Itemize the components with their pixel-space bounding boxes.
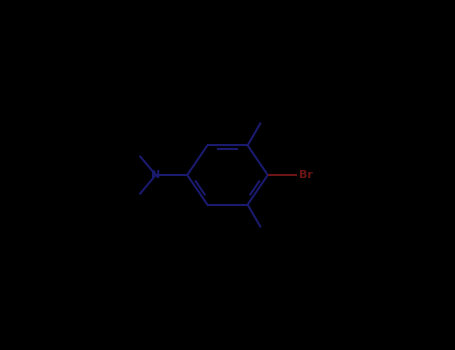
Text: Br: Br — [299, 170, 313, 180]
Text: N: N — [151, 170, 160, 180]
